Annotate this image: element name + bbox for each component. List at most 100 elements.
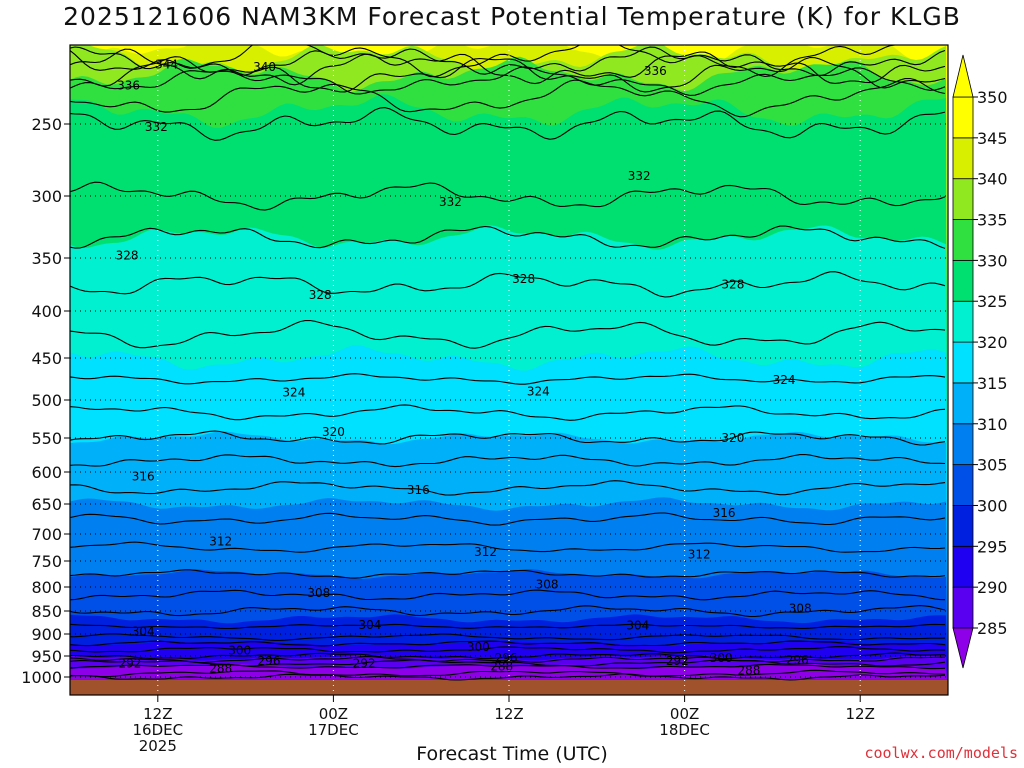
chart-title: 2025121606 NAM3KM Forecast Potential Tem… <box>63 2 961 31</box>
colorbar: 285 290 295 300 305 310 315 320 325 330 335 340 345 3… <box>952 54 1008 669</box>
contour-336 <box>70 77 946 118</box>
colorbar-swatch <box>952 178 974 220</box>
x-tick-label: 16DEC <box>133 721 184 739</box>
contour-label: 324 <box>282 385 305 399</box>
contour-300 <box>70 640 946 647</box>
colorbar-swatch <box>952 423 974 466</box>
y-tick-label: 650 <box>31 495 62 514</box>
y-tick-label: 850 <box>31 602 62 621</box>
contour-label: 300 <box>710 651 733 665</box>
y-tick-label: 300 <box>31 187 62 206</box>
contour-label: 292 <box>666 654 689 668</box>
y-tick-label: 350 <box>31 249 62 268</box>
contour-318 <box>70 453 946 468</box>
contour-326 <box>70 319 946 349</box>
colorbar-max-arrow <box>952 54 974 98</box>
contour-330 <box>70 225 946 249</box>
contour-322 <box>70 404 946 421</box>
ground-terrain <box>70 680 948 695</box>
colorbar-label: 325 <box>977 292 1008 311</box>
contour-label: 304 <box>132 625 155 639</box>
y-tick-label: 800 <box>31 578 62 597</box>
contour-label: 324 <box>527 385 550 399</box>
contour-label: 296 <box>495 651 518 665</box>
colorbar-swatch <box>952 259 974 302</box>
contour-314 <box>70 512 946 526</box>
y-tick-label: 750 <box>31 552 62 571</box>
colorbar-label: 330 <box>977 251 1008 270</box>
y-tick-label: 550 <box>31 429 62 448</box>
contour-label: 312 <box>688 548 711 562</box>
y-tick-label: 500 <box>31 391 62 410</box>
y-tick-label: 250 <box>31 115 62 134</box>
contour-lines <box>70 45 946 681</box>
x-tick-label: 00Z <box>319 705 348 723</box>
contour-label: 304 <box>626 619 649 633</box>
contour-label: 344 <box>155 58 178 72</box>
contour-320 <box>70 430 946 446</box>
x-tick-label: 00Z <box>670 705 699 723</box>
y-tick-label: 1000 <box>21 668 62 687</box>
contour-label: 328 <box>309 288 332 302</box>
contour-308 <box>70 589 946 601</box>
colorbar-swatch <box>952 137 974 180</box>
y-tick-label: 950 <box>31 647 62 666</box>
contour-label: 316 <box>407 483 430 497</box>
colorbar-label: 315 <box>977 374 1008 393</box>
contour-label: 308 <box>307 586 330 600</box>
contour-label: 288 <box>490 660 513 674</box>
contour-344 <box>70 46 946 77</box>
colorbar-label: 285 <box>977 619 1008 638</box>
contour-294 <box>70 655 945 664</box>
contour-label: 320 <box>721 431 744 445</box>
colorbar-swatch <box>952 505 974 547</box>
x-tick-label: 12Z <box>494 705 523 723</box>
colorbar-label: 295 <box>977 537 1008 556</box>
contour-label: 320 <box>322 425 345 439</box>
contour-332 <box>70 181 946 211</box>
contour-306 <box>70 605 946 618</box>
colorbar-label: 320 <box>977 333 1008 352</box>
contour-label: 308 <box>536 577 559 591</box>
contour-label: 324 <box>773 373 796 387</box>
y-tick-label: 900 <box>31 625 62 644</box>
contour-346 <box>70 45 913 78</box>
colorbar-swatch <box>952 586 974 629</box>
y-tick-label: 450 <box>31 349 62 368</box>
contour-label: 332 <box>628 169 651 183</box>
colorbar-label: 310 <box>977 415 1008 434</box>
contour-316 <box>70 480 946 496</box>
credit-text: coolwx.com/models <box>864 744 1018 762</box>
contour-label: 296 <box>258 654 281 668</box>
contour-label: 312 <box>474 545 497 559</box>
x-tick-label: 12Z <box>846 705 875 723</box>
contour-298 <box>70 646 946 654</box>
contour-label: 292 <box>119 657 142 671</box>
contour-label: 300 <box>467 640 490 654</box>
x-tick-label: 2025 <box>139 737 177 755</box>
colorbar-min-arrow <box>952 627 974 669</box>
colorbar-swatch <box>952 545 974 588</box>
contour-labels: 344 340 336 336 332 332 332 328 328 328 328 324 324 3… <box>116 58 812 678</box>
contour-342 <box>70 48 946 86</box>
contour-label: 328 <box>116 249 139 263</box>
contour-292 <box>70 659 946 667</box>
contour-310 <box>70 569 946 579</box>
x-axis-label: Forecast Time (UTC) <box>416 743 608 765</box>
contour-label: 288 <box>209 662 232 676</box>
contour-328 <box>70 271 946 298</box>
colorbar-swatch <box>952 96 974 139</box>
contour-label: 316 <box>713 506 736 520</box>
contour-label: 332 <box>439 195 462 209</box>
contour-290 <box>70 663 946 670</box>
contour-label: 292 <box>353 657 376 671</box>
contour-label: 336 <box>117 79 140 93</box>
x-tick-label: 12Z <box>143 705 172 723</box>
contour-label: 336 <box>644 64 667 78</box>
y-tick-label: 400 <box>31 302 62 321</box>
colorbar-swatch <box>952 219 974 261</box>
contour-label: 300 <box>228 643 251 657</box>
colorbar-label: 290 <box>977 578 1008 597</box>
contour-label: 288 <box>738 664 761 678</box>
